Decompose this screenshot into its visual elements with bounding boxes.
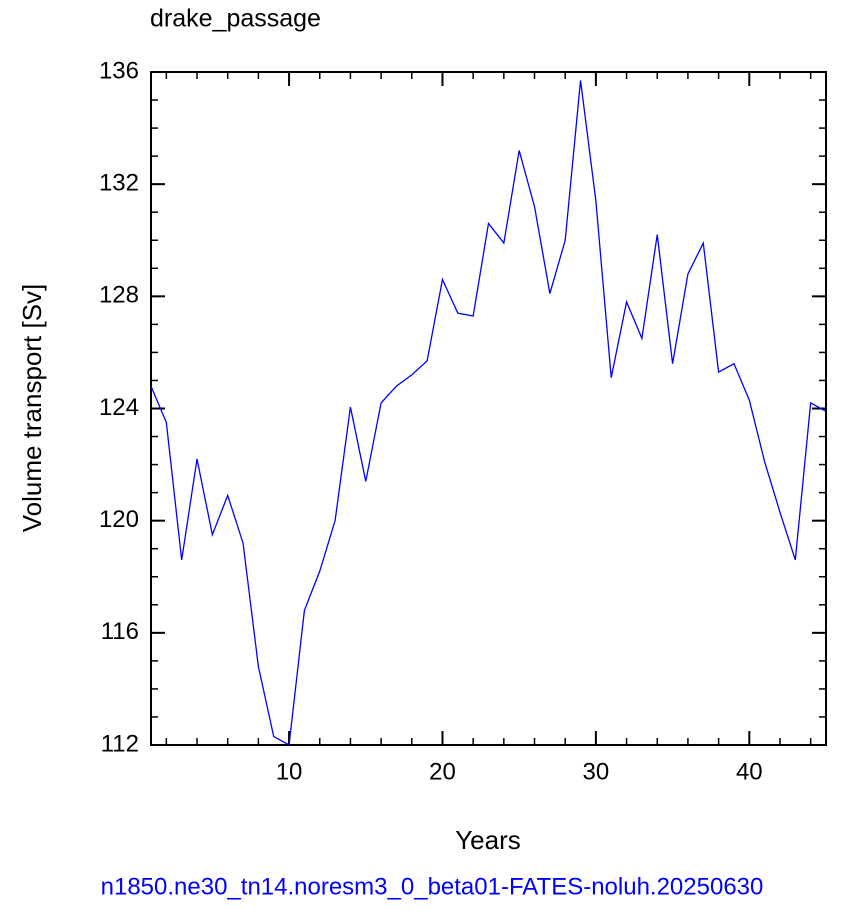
x-tick-label: 30 [583,758,610,785]
x-tick-label: 40 [736,758,763,785]
x-tick-label: 10 [276,758,303,785]
y-tick-label: 124 [99,394,139,421]
y-tick-label: 116 [101,618,139,645]
y-tick-label: 120 [99,506,139,533]
y-tick-label: 112 [101,730,139,757]
plot-frame [150,71,827,746]
y-axis-label: Volume transport [Sv] [17,284,47,533]
x-axis-label: Years [455,825,521,855]
y-tick-label: 136 [99,57,139,84]
data-line [150,80,827,747]
chart-title: drake_passage [150,5,321,33]
x-tick-label: 20 [429,758,456,785]
y-tick-label: 128 [99,282,139,309]
caption: n1850.ne30_tn14.noresm3_0_beta01-FATES-n… [101,873,764,900]
y-tick-label: 132 [99,170,139,197]
